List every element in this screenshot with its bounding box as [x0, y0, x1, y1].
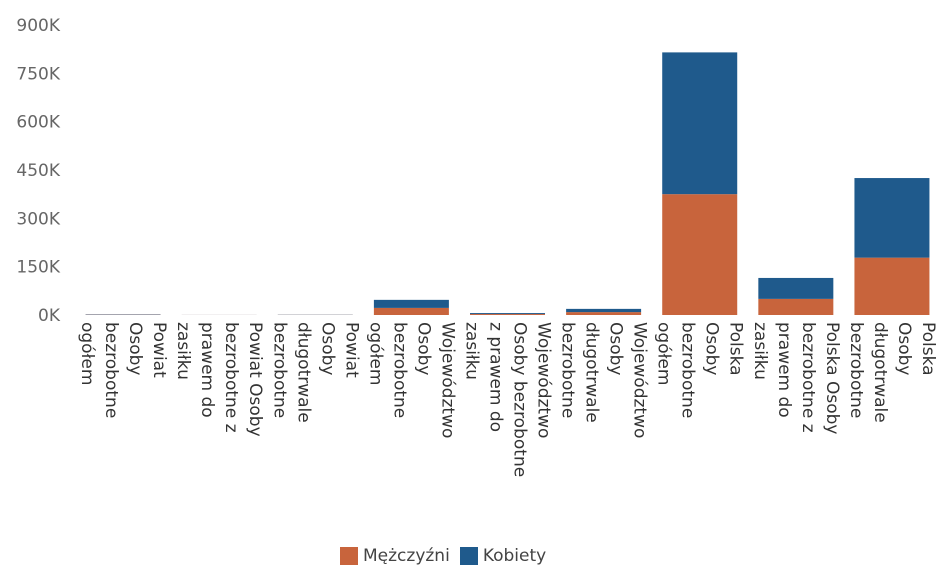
x-tick-label-line: Województwo: [534, 322, 554, 438]
legend-item-men[interactable]: Mężczyźni: [340, 546, 450, 566]
bar-segment-men[interactable]: [373, 307, 449, 315]
y-axis: 0K 150K 300K 450K 600K 750K 900K: [16, 16, 60, 326]
bar-segment-men[interactable]: [854, 257, 930, 315]
x-tick-label-line: Osoby: [702, 322, 722, 376]
legend-item-women[interactable]: Kobiety: [459, 546, 547, 566]
legend: Mężczyźni Kobiety: [340, 546, 556, 566]
bar-segment-men[interactable]: [566, 312, 642, 315]
x-tick-label-line: ogółem: [77, 322, 97, 385]
x-tick-label-line: Osoby: [894, 322, 914, 376]
x-tick-label-line: bezrobotne: [558, 322, 578, 418]
bars: [85, 52, 930, 315]
x-tick-label-line: zasiłku: [462, 322, 482, 380]
x-tick-label-line: Województwo: [437, 322, 457, 438]
x-tick-label-line: bezrobotne z: [798, 322, 818, 433]
y-tick-label: 600K: [16, 113, 60, 133]
y-tick-label: 0K: [38, 306, 61, 326]
x-tick-label-line: Polska Osoby: [822, 322, 842, 434]
bar-segment-men[interactable]: [470, 314, 545, 315]
bar-segment-women[interactable]: [662, 52, 738, 195]
x-tick-label-line: bezrobotne: [101, 322, 121, 418]
bar-segment-women[interactable]: [566, 308, 642, 313]
x-tick-label-line: bezrobotne: [269, 322, 289, 418]
x-tick-label-line: długotrwale: [293, 322, 313, 423]
x-tick-label-line: Powiat Osoby: [245, 322, 265, 437]
x-tick-label-line: Osoby: [606, 322, 626, 376]
x-tick-label-line: Powiat: [149, 322, 169, 378]
y-tick-label: 150K: [16, 258, 60, 278]
y-tick-label: 450K: [16, 161, 60, 181]
bar-segment-women[interactable]: [470, 313, 545, 315]
y-tick-label: 900K: [16, 16, 60, 36]
legend-swatch-women: [459, 547, 478, 565]
bar-segment-men[interactable]: [662, 194, 738, 315]
x-tick-label-line: zasiłku: [173, 322, 193, 380]
y-tick-label: 300K: [16, 209, 60, 229]
y-tick-label: 750K: [16, 64, 60, 84]
bar-segment-women[interactable]: [854, 178, 930, 258]
x-tick-label-line: bezrobotne: [389, 322, 409, 418]
legend-swatch-men: [340, 547, 358, 565]
x-tick-label-line: Osoby bezrobotne: [510, 322, 530, 477]
x-tick-label-line: długotrwale: [870, 322, 890, 423]
x-tick-label-line: Osoby: [125, 322, 145, 376]
x-tick-label-line: Osoby: [413, 322, 433, 376]
x-tick-label-line: bezrobotne: [678, 322, 698, 418]
bar-segment-men[interactable]: [758, 298, 834, 315]
x-tick-label-line: prawem do: [774, 322, 794, 418]
x-tick-label-line: Powiat: [341, 322, 361, 378]
x-tick-label-line: bezrobotne: [846, 322, 866, 418]
x-tick-label-line: Polska: [726, 322, 746, 376]
x-tick-label-line: zasiłku: [750, 322, 770, 380]
bar-segment-women[interactable]: [758, 277, 834, 299]
x-tick-label-line: bezrobotne z: [221, 322, 241, 433]
bar-segment-women[interactable]: [373, 299, 449, 308]
x-tick-label-line: Polska: [918, 322, 938, 376]
legend-label-men: Mężczyźni: [363, 546, 450, 566]
legend-label-women: Kobiety: [482, 546, 547, 566]
x-tick-label-line: długotrwale: [582, 322, 602, 423]
x-tick-label-line: ogółem: [365, 322, 385, 385]
x-tick-label-line: z prawem do: [486, 322, 506, 432]
x-tick-label-line: prawem do: [197, 322, 217, 418]
x-tick-label-line: Województwo: [630, 322, 650, 438]
x-tick-label-line: ogółem: [654, 322, 674, 385]
x-tick-label-line: Osoby: [317, 322, 337, 376]
